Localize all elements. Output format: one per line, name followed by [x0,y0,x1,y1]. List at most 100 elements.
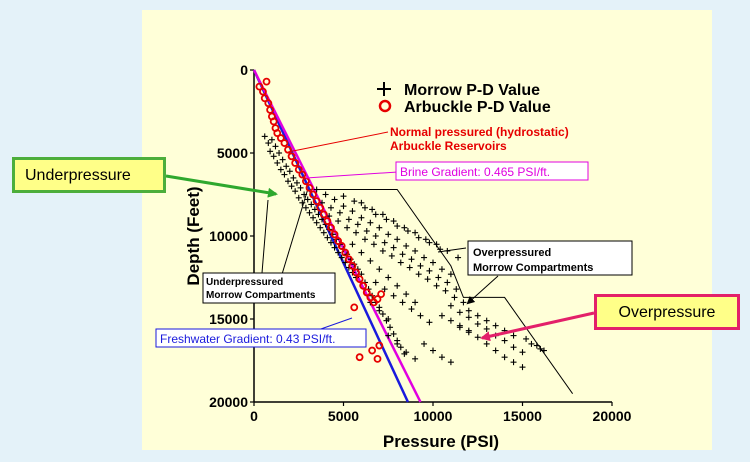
morrow-point [363,228,370,235]
morrow-point [361,236,368,243]
legend-morrow-label: Morrow P-D Value [404,82,540,99]
morrow-point [293,179,300,186]
arbuckle-point [355,353,364,362]
morrow-point [376,266,383,273]
arbuckle-point [344,255,353,264]
arbuckle-point [337,242,346,250]
morrow-point [465,307,472,314]
normal-pressured-line2: Arbuckle Reservoirs [390,139,507,153]
morrow-point [267,148,274,155]
morrow-point [433,241,440,248]
morrow-point [453,286,460,293]
arbuckle-point [373,354,382,363]
morrow-point [336,209,343,216]
morrow-point [447,302,454,309]
morrow-point [331,244,338,251]
morrow-point [430,259,436,266]
morrow-point [492,322,499,329]
morrow-point [533,342,540,349]
morrow-point [327,204,334,211]
morrow-point [281,171,288,178]
morrow-point [455,254,462,261]
morrow-point [383,216,390,223]
morrow-point [412,299,419,306]
morrow-point [302,204,309,211]
morrow-point [270,153,277,160]
morrow-point [286,168,293,175]
morrow-point [358,214,365,221]
morrow-point [313,186,320,193]
morrow-point [401,224,408,231]
arbuckle-point [266,105,275,114]
morrow-point [301,191,308,198]
arbuckle-point [305,183,314,192]
morrow-point [295,194,302,201]
morrow-point [370,241,377,248]
morrow-point [460,299,467,306]
morrow-point [381,239,388,246]
morrow-point [501,337,508,344]
morrow-point [447,271,454,278]
arbuckle-point [302,177,310,186]
underpressured-line1: Underpressured [206,277,283,288]
morrow-point [361,204,368,211]
arbuckle-point [334,237,343,245]
morrow-point [372,233,379,239]
overpressured-label-box [467,240,633,276]
morrow-point [367,219,374,226]
arbuckle-point [373,295,382,303]
morrow-point [447,317,454,324]
arbuckle-point [259,87,267,96]
overpressure-callout: Overpressure [594,294,740,330]
morrow-point [444,279,451,286]
underpressure-arrow [165,174,278,198]
morrow-point [274,159,281,166]
freshwater-label-box [155,328,367,348]
arbuckle-point [375,341,384,350]
morrow-point [438,266,445,273]
morrow-point [335,218,342,225]
morrow-point [424,276,431,283]
morrow-point [379,247,386,254]
morrow-point [415,271,422,278]
arbuckle-point [280,139,289,147]
morrow-point [292,188,299,195]
x-tick-label: 15000 [503,408,542,424]
morrow-point [519,349,526,356]
morrow-point [285,178,292,185]
morrow-point [344,224,351,231]
morrow-point [412,247,419,254]
morrow-point [397,344,404,351]
morrow-point [335,249,342,256]
morrow-point [403,242,410,249]
arbuckle-point [352,268,360,277]
overpressured-leader-2 [437,247,467,253]
arbuckle-point [273,129,282,137]
morrow-point [510,344,517,351]
morrow-point [510,359,517,366]
morrow-point [408,306,415,313]
morrow-point [340,203,347,210]
morrow-point [465,314,472,321]
morrow-point [483,325,490,332]
arbuckle-point [291,159,300,167]
arbuckle-point [362,288,371,297]
morrow-point [306,209,313,216]
morrow-point [358,249,365,256]
x-tick-label: 5000 [328,408,359,424]
morrow-point [379,211,386,218]
morrow-point [272,143,279,150]
brine-label-box [395,161,589,181]
legend-morrow-marker [377,82,391,96]
morrow-point [456,309,463,316]
morrow-point [372,279,379,286]
arbuckle-point [284,145,292,154]
morrow-point [376,224,383,231]
morrow-point [412,355,419,362]
morrow-point [261,133,268,140]
morrow-point [417,262,424,269]
arbuckle-point [355,275,364,284]
morrow-point [331,196,338,203]
morrow-point [406,264,413,271]
